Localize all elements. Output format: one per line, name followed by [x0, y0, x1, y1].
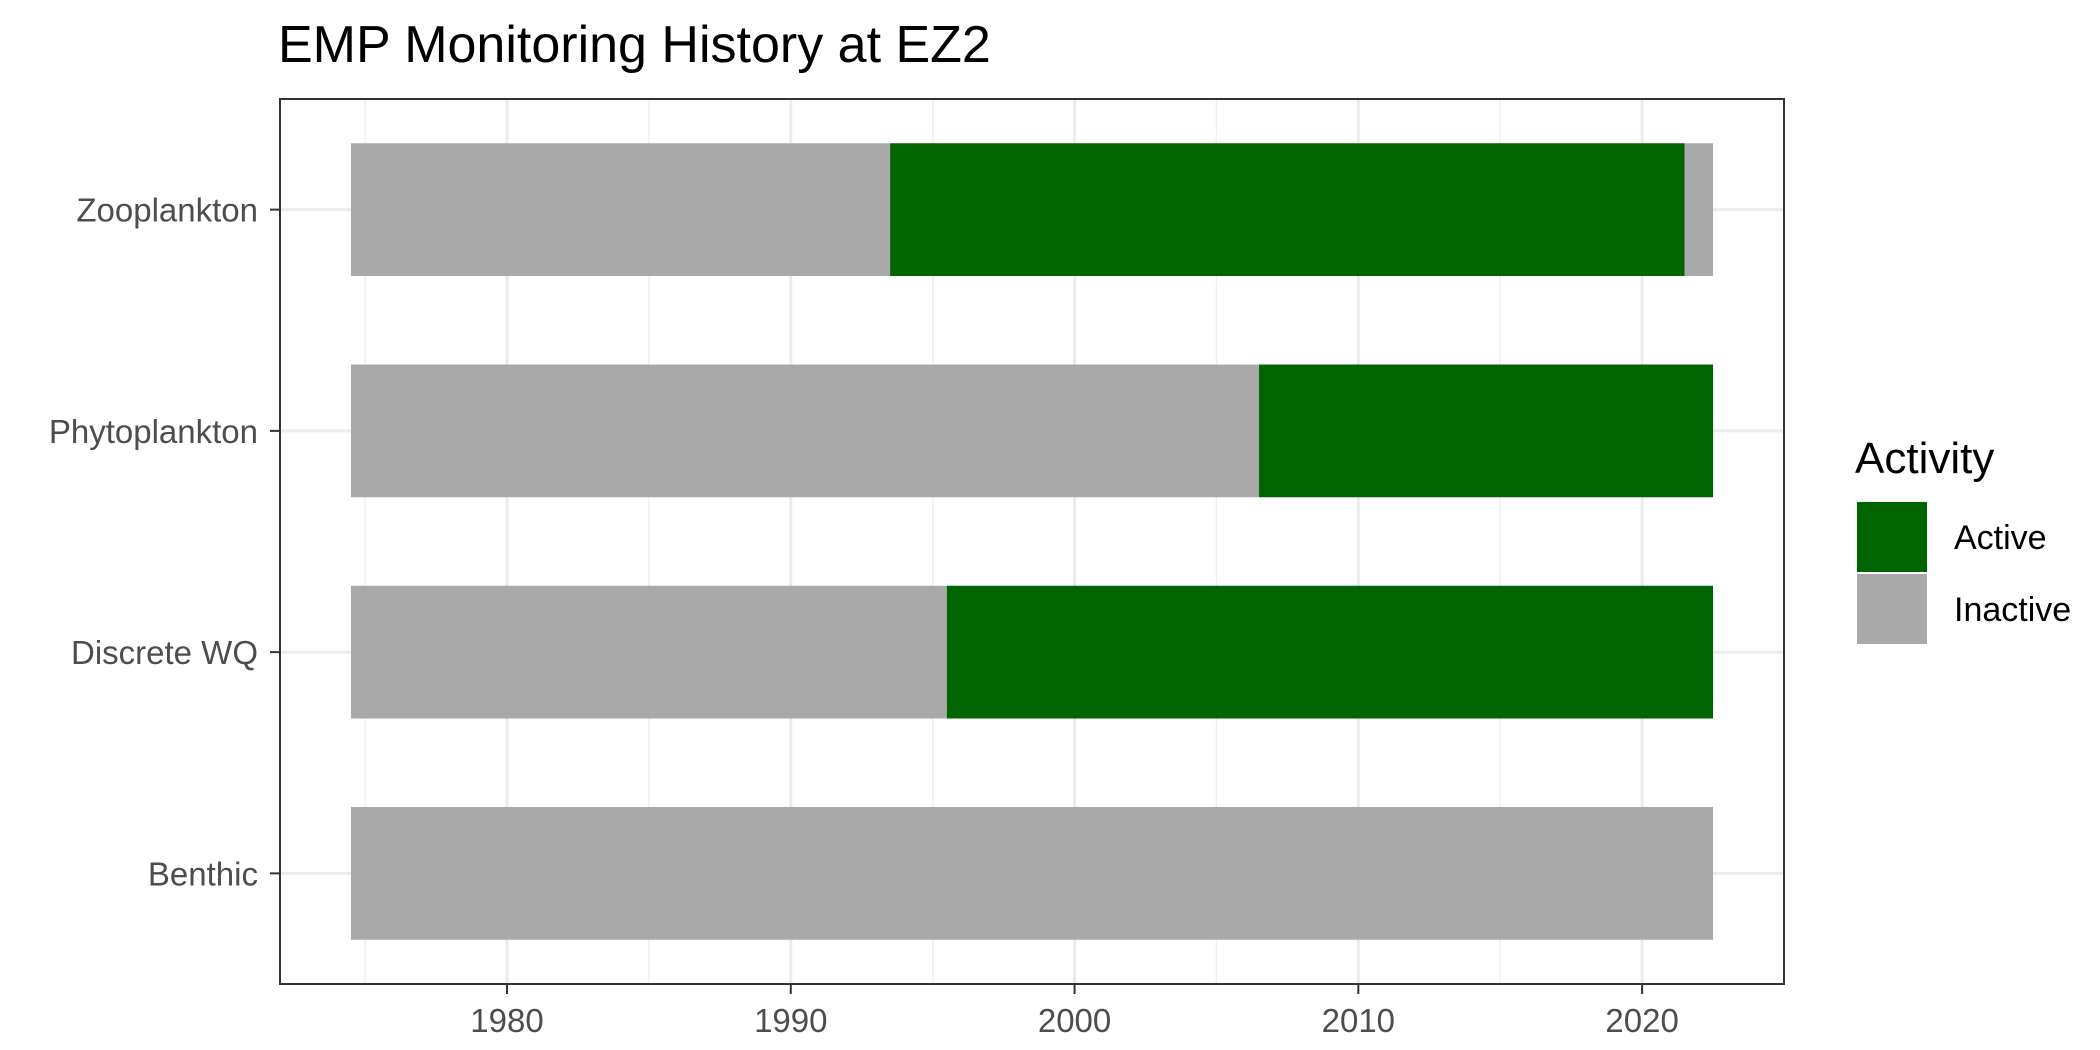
- chart-title: EMP Monitoring History at EZ2: [278, 16, 991, 74]
- y-tick-label: Benthic: [148, 855, 258, 892]
- bar-segment-inactive: [350, 585, 947, 719]
- x-tick-label: 2010: [1322, 1002, 1395, 1039]
- x-tick-label: 2020: [1605, 1002, 1678, 1039]
- x-tick-label: 2000: [1038, 1002, 1111, 1039]
- legend-swatch-active: [1857, 502, 1927, 572]
- bar-segment-inactive: [350, 364, 1260, 498]
- bar-segment-inactive: [350, 143, 891, 276]
- bar-segment-active: [1259, 364, 1714, 498]
- y-tick-label: Discrete WQ: [71, 634, 258, 671]
- bars: [350, 143, 1714, 940]
- bar-segment-active: [890, 143, 1685, 276]
- legend-title: Activity: [1855, 434, 1994, 483]
- legend-label-inactive: Inactive: [1954, 591, 2071, 629]
- x-tick-label: 1990: [754, 1002, 827, 1039]
- axes: 1980 1990 2000 2010 2020 Zooplankton Phytoplan…: [49, 192, 1679, 1039]
- y-tick-label: Zooplankton: [76, 192, 258, 229]
- plot-border: [279, 98, 1785, 985]
- bar-segment-active: [946, 585, 1714, 719]
- bar-segment-inactive: [1684, 143, 1714, 276]
- legend-label-active: Active: [1954, 519, 2047, 557]
- bar-segment-inactive: [350, 807, 1714, 940]
- legend: Activity Active Inactive: [1855, 434, 2071, 644]
- legend-swatch-inactive: [1857, 574, 1927, 644]
- x-tick-label: 1980: [470, 1002, 543, 1039]
- y-tick-label: Phytoplankton: [49, 413, 258, 450]
